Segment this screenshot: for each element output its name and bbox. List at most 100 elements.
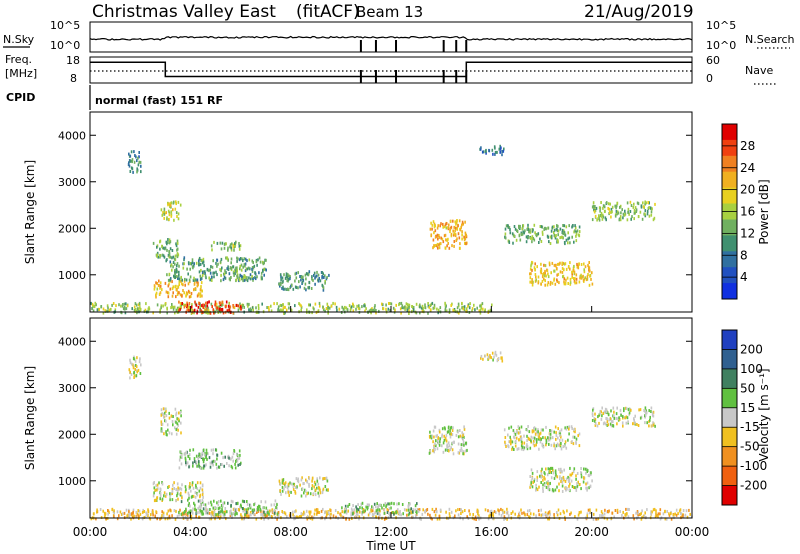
heatmap-cell: [163, 246, 165, 250]
heatmap-cell: [625, 407, 628, 410]
heatmap-cell: [655, 509, 657, 513]
heatmap-cell: [645, 411, 648, 415]
heatmap-cell: [340, 513, 342, 517]
heatmap-cell: [445, 309, 448, 313]
noise-panel-frame: [89, 21, 693, 53]
heatmap-cell: [192, 494, 195, 498]
heatmap-cell: [678, 509, 681, 513]
heatmap-cell: [594, 417, 597, 421]
heatmap-cell: [292, 485, 295, 489]
heatmap-cell: [238, 278, 241, 282]
heatmap-cell: [341, 515, 344, 519]
heatmap-cell: [535, 514, 537, 518]
heatmap-cell: [147, 508, 149, 512]
heatmap-cell: [547, 272, 549, 276]
heatmap-cell: [299, 285, 301, 289]
heatmap-cell: [548, 517, 550, 521]
heatmap-cell: [191, 509, 193, 513]
heatmap-cell: [215, 513, 217, 517]
heatmap-cell: [635, 511, 637, 515]
heatmap-cell: [391, 511, 393, 514]
heatmap-cell: [220, 499, 222, 503]
heatmap-cell: [155, 293, 157, 297]
heatmap-cell: [217, 262, 219, 266]
heatmap-cell: [541, 275, 544, 279]
heatmap-cell: [241, 275, 244, 279]
heatmap-cell: [372, 308, 375, 312]
heatmap-cell: [594, 208, 597, 212]
heatmap-cell: [279, 489, 281, 493]
heatmap-cell: [657, 512, 660, 516]
heatmap-cell: [526, 447, 529, 451]
heatmap-cell: [504, 236, 507, 240]
heatmap-cell: [232, 305, 235, 309]
heatmap-cell: [120, 311, 123, 315]
heatmap-cell: [198, 301, 200, 305]
heatmap-cell: [196, 278, 199, 282]
heatmap-cell: [159, 253, 161, 257]
heatmap-cell: [573, 272, 576, 276]
heatmap-cell: [463, 308, 466, 312]
heatmap-cell: [573, 428, 575, 432]
heatmap-cell: [549, 282, 552, 286]
heatmap-cell: [452, 426, 454, 430]
heatmap-cell: [640, 511, 642, 515]
heatmap-cell: [527, 223, 529, 227]
heatmap-cell: [387, 502, 389, 506]
heatmap-cell: [243, 517, 245, 521]
heatmap-cell: [204, 272, 206, 275]
heatmap-cell: [576, 517, 579, 521]
heatmap-cell: [170, 210, 173, 214]
heatmap-cell: [529, 230, 532, 234]
heatmap-cell: [668, 512, 670, 516]
heatmap-cell: [172, 265, 174, 269]
heatmap-cell: [599, 411, 601, 415]
heatmap-cell: [451, 244, 453, 248]
heatmap-cell: [204, 270, 206, 274]
heatmap-cell: [576, 472, 579, 475]
heatmap-cell: [201, 289, 203, 293]
heatmap-cell: [476, 509, 479, 513]
heatmap-cell: [513, 448, 515, 451]
heatmap-cell: [348, 517, 351, 521]
heatmap-cell: [564, 262, 567, 266]
heatmap-cell: [442, 450, 445, 454]
heatmap-cell: [194, 507, 196, 511]
heatmap-cell: [309, 492, 312, 496]
heatmap-cell: [248, 308, 250, 312]
heatmap-cell: [612, 406, 615, 410]
heatmap-cell: [175, 267, 178, 271]
heatmap-cell: [282, 285, 284, 289]
heatmap-cell: [295, 286, 298, 289]
heatmap-cell: [223, 246, 226, 250]
heatmap-cell: [348, 503, 351, 506]
heatmap-cell: [627, 408, 630, 412]
heatmap-cell: [286, 275, 289, 279]
nave-label: Nave: [745, 64, 773, 77]
heatmap-cell: [238, 244, 241, 248]
heatmap-cell: [411, 510, 414, 514]
heatmap-cell: [210, 265, 212, 269]
heatmap-cell: [550, 234, 553, 238]
heatmap-cell: [404, 305, 406, 309]
heatmap-cell: [358, 307, 361, 311]
colorbar-tick-label: -100: [740, 459, 767, 473]
heatmap-cell: [181, 456, 183, 459]
heatmap-cell: [375, 309, 377, 312]
heatmap-cell: [305, 272, 308, 276]
heatmap-cell: [240, 307, 242, 311]
heatmap-cell: [464, 231, 467, 235]
heatmap-cell: [229, 243, 232, 247]
heatmap-cell: [200, 281, 203, 285]
heatmap-cell: [303, 482, 305, 485]
heatmap-cell: [563, 444, 566, 448]
heatmap-cell: [553, 263, 556, 267]
heatmap-cell: [254, 271, 256, 275]
heatmap-cell: [547, 275, 550, 279]
heatmap-cell: [433, 303, 436, 307]
heatmap-cell: [118, 303, 120, 307]
heatmap-cell: [442, 240, 445, 244]
heatmap-cell: [648, 424, 650, 428]
heatmap-cell: [159, 308, 161, 312]
